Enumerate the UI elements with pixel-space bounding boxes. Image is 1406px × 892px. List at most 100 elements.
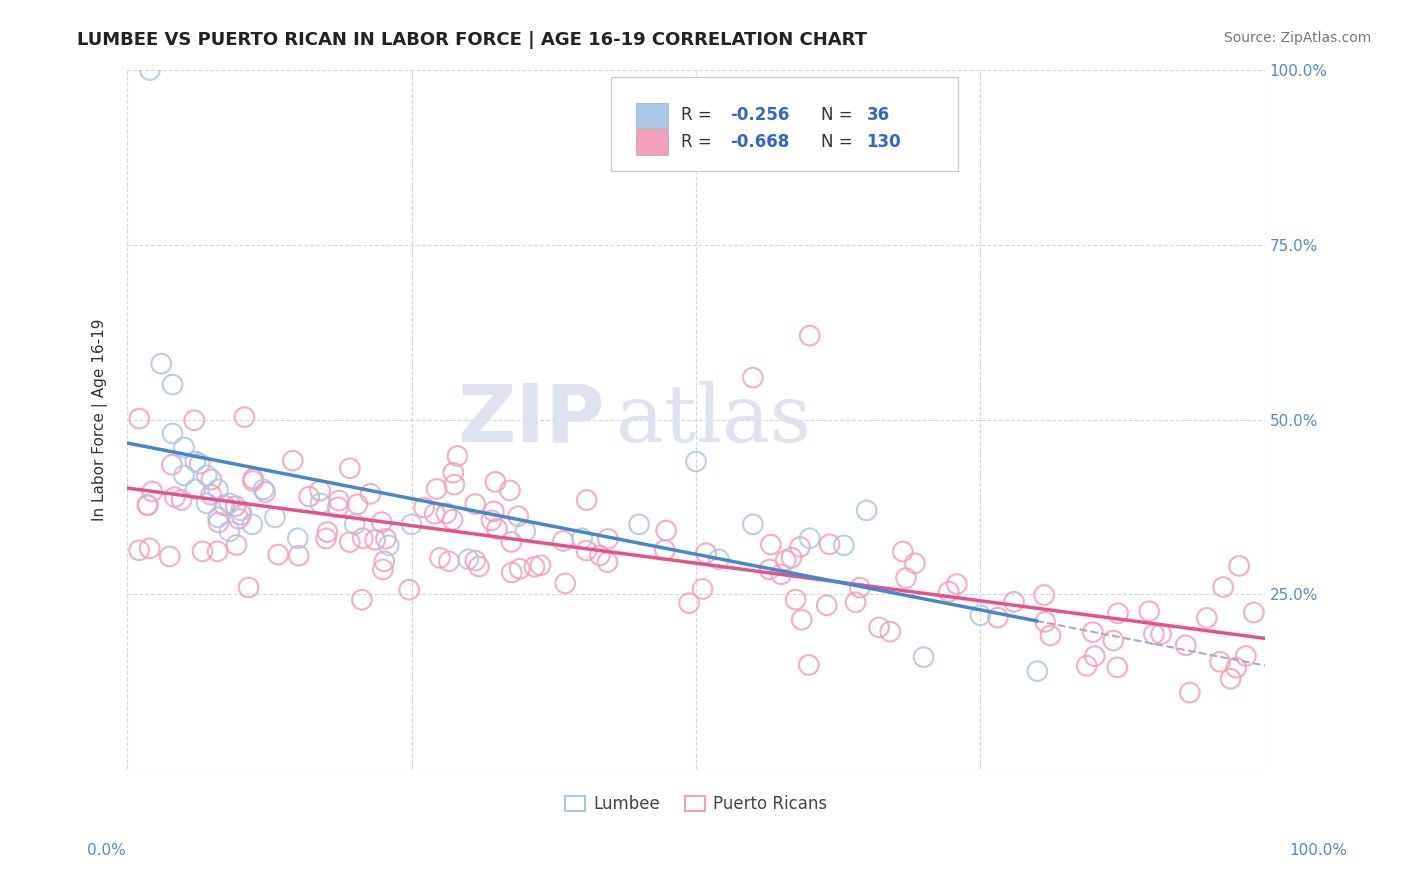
Point	[655, 524, 678, 538]
Point	[240, 517, 263, 532]
FancyBboxPatch shape	[610, 77, 957, 171]
Point	[184, 483, 207, 497]
Point	[692, 582, 714, 596]
Point	[554, 576, 576, 591]
Point	[797, 657, 820, 672]
Point	[1033, 615, 1056, 629]
Point	[339, 535, 361, 549]
Text: 130: 130	[866, 133, 901, 151]
Point	[464, 497, 486, 511]
Point	[136, 499, 159, 513]
Point	[228, 512, 250, 526]
Point	[799, 532, 821, 546]
Point	[790, 613, 813, 627]
Point	[571, 532, 593, 546]
Point	[238, 581, 260, 595]
Text: R =: R =	[681, 106, 717, 125]
Point	[373, 554, 395, 568]
Point	[195, 496, 218, 510]
Point	[799, 328, 821, 343]
Point	[225, 499, 247, 513]
Point	[339, 461, 361, 475]
Point	[423, 507, 446, 521]
Point	[242, 472, 264, 486]
Point	[173, 468, 195, 483]
Point	[707, 552, 730, 566]
Point	[499, 483, 522, 498]
Point	[128, 411, 150, 425]
Point	[1026, 664, 1049, 678]
Point	[789, 540, 811, 554]
Text: -0.668: -0.668	[730, 133, 789, 151]
Point	[758, 562, 780, 576]
Point	[481, 513, 503, 527]
Point	[446, 449, 468, 463]
Point	[207, 544, 229, 558]
Point	[315, 532, 337, 546]
Point	[183, 413, 205, 427]
Text: -0.256: -0.256	[730, 106, 790, 125]
Point	[891, 544, 914, 558]
Point	[188, 457, 211, 471]
Point	[508, 509, 530, 524]
Point	[987, 610, 1010, 624]
Point	[170, 493, 193, 508]
Point	[575, 543, 598, 558]
Point	[162, 377, 184, 392]
Point	[191, 544, 214, 558]
Point	[370, 515, 392, 529]
Point	[685, 454, 707, 468]
Point	[969, 608, 991, 623]
Point	[231, 508, 253, 522]
Point	[200, 488, 222, 502]
Point	[443, 477, 465, 491]
Point	[441, 466, 464, 480]
Point	[159, 549, 181, 564]
Point	[741, 370, 763, 384]
Point	[529, 558, 551, 573]
Point	[413, 500, 436, 515]
Point	[214, 498, 236, 512]
Text: 100.0%: 100.0%	[1289, 843, 1347, 858]
Point	[832, 538, 855, 552]
FancyBboxPatch shape	[636, 103, 668, 128]
Point	[464, 554, 486, 568]
Point	[879, 624, 901, 639]
Point	[128, 543, 150, 558]
Point	[162, 426, 184, 441]
Point	[1227, 558, 1250, 573]
Text: N =: N =	[821, 133, 858, 151]
Point	[218, 496, 240, 510]
Point	[252, 483, 274, 497]
Point	[484, 475, 506, 489]
Point	[207, 510, 229, 524]
Point	[401, 517, 423, 532]
Point	[1143, 627, 1166, 641]
Point	[509, 562, 531, 576]
Point	[1107, 660, 1129, 674]
Point	[482, 504, 505, 518]
Point	[1174, 638, 1197, 652]
Point	[1081, 625, 1104, 640]
Point	[1212, 580, 1234, 594]
Point	[1243, 606, 1265, 620]
Point	[628, 517, 651, 532]
Point	[596, 532, 619, 546]
Point	[1225, 661, 1247, 675]
Point	[468, 559, 491, 574]
Point	[845, 595, 868, 609]
Point	[1107, 607, 1129, 621]
Point	[195, 468, 218, 483]
Point	[596, 555, 619, 569]
Point	[254, 485, 277, 500]
Point	[436, 507, 458, 521]
Point	[759, 538, 782, 552]
Point	[207, 483, 229, 497]
Point	[352, 531, 374, 545]
Point	[287, 532, 309, 546]
Y-axis label: In Labor Force | Age 16-19: In Labor Force | Age 16-19	[93, 318, 108, 521]
Point	[364, 533, 387, 547]
Point	[1150, 627, 1173, 641]
Point	[575, 493, 598, 508]
Point	[233, 410, 256, 425]
